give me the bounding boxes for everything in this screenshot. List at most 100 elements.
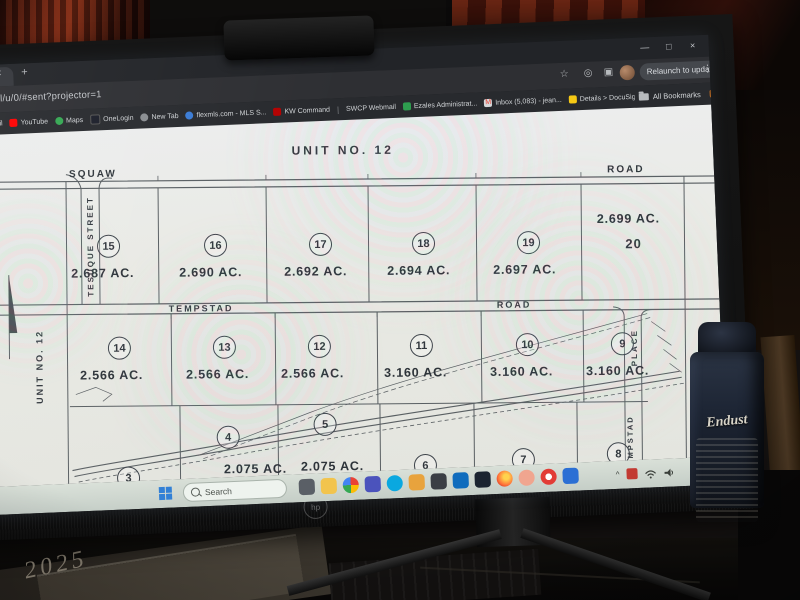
puzzle-icon[interactable]: ▣ [603,66,614,79]
onelogin-icon [89,114,101,125]
lot-number-15: 15 [96,234,121,258]
lot-acreage-17: 2.692 AC. [284,264,348,279]
system-tray: ^ [616,467,675,480]
bookmark-flexmls[interactable]: flexmls.com - MLS S... [185,108,267,120]
taskbar-search[interactable]: Search [182,478,288,503]
skype-icon[interactable] [386,474,404,492]
plat-map: UNIT NO. 12 SQUAW ROAD TEMPSTAD ROAD TES… [0,121,726,488]
bookmark-youtube[interactable]: YouTube [9,117,48,128]
monitor-screen: × + — □ × m/mail/u/0/#sent?projector=1 ☆… [0,34,728,516]
minimize-icon[interactable]: — [640,42,650,53]
lot-acreage-18: 2.694 AC. [387,263,451,278]
map-title: UNIT NO. 12 [291,142,394,158]
opera-icon[interactable] [540,468,557,486]
tray-chevron-icon[interactable]: ^ [615,469,620,479]
start-button[interactable] [158,486,174,502]
road-top-right-label: ROAD [607,164,645,176]
extension-icon[interactable]: ◎ [583,67,593,79]
red-curtain-left [0,0,155,50]
lot-acreage-16: 2.690 AC. [179,265,243,280]
new-tab-icon[interactable]: + [20,66,28,79]
taskbar-app-icon[interactable] [298,478,316,496]
endust-can: Endust [688,322,766,522]
bookmark-new-tab[interactable]: New Tab [140,112,179,122]
edge-icon[interactable] [562,467,579,485]
bookmark-divider: | [336,104,340,114]
bookmark-swcp-webmail[interactable]: SWCP Webmail [345,103,397,113]
lot-number-11: 11 [409,333,434,358]
chrome-icon[interactable] [342,476,360,494]
lot-number-5: 5 [313,412,337,436]
street-tesuque-label: TESUQUE STREET [85,196,96,297]
globe-icon [140,113,149,122]
lot-acreage-20: 2.699 AC. [596,211,660,226]
can-fine-print [696,438,758,522]
bookmark-ezales-admin[interactable]: Ezales Administrat... [402,99,478,111]
contacts-icon[interactable] [518,469,535,487]
lot-number-10: 10 [515,332,540,357]
lot-number-13: 13 [212,335,237,359]
taskbar-apps [298,467,579,496]
flexmls-icon [185,111,194,120]
plat-map-page[interactable]: UNIT NO. 12 SQUAW ROAD TEMPSTAD ROAD TES… [0,104,726,488]
lot-acreage-11: 3.160 AC. [384,365,448,380]
lot-number-18: 18 [411,231,436,256]
bookmark-maps[interactable]: Maps [54,116,83,126]
unit-boundary-label: UNIT NO. 12 [34,329,45,404]
lot-acreage-9: 3.160 AC. [586,363,650,379]
maximize-icon[interactable]: □ [665,41,672,52]
outlook-icon[interactable] [452,472,470,489]
kw-icon [273,107,282,116]
firefox-icon[interactable] [496,470,513,487]
bookmark-inbox[interactable]: M Inbox (5,083) - jean... [484,96,562,108]
ezales-icon [402,102,412,111]
can-body: Endust [690,352,764,522]
bookmark-kw-command[interactable]: KW Command [273,106,330,116]
lot-number-17: 17 [308,232,333,256]
lot-number-20: 20 [625,236,642,252]
lot-acreage-19: 2.697 AC. [493,262,557,277]
profile-avatar[interactable] [619,64,636,81]
road-mid-right-label: ROAD [496,299,532,310]
volume-icon[interactable] [663,467,674,477]
file-explorer-icon[interactable] [320,477,338,495]
lot-acreage-10: 3.160 AC. [490,364,554,379]
webcam-soundbar [223,15,375,61]
lot-number-16: 16 [203,233,228,257]
road-tempstad-label: TEMPSTAD [168,303,234,314]
can-brand-label: Endust [705,412,749,431]
lot-acreage-12: 2.566 AC. [281,366,345,381]
lot-acreage-15: 2.687 AC. [71,266,135,281]
tray-app-icon[interactable] [626,468,638,480]
notepad-icon[interactable] [474,471,492,488]
bookmark-onelogin[interactable]: OneLogin [89,113,134,125]
close-icon[interactable]: × [689,40,696,51]
docusign-icon [568,95,577,104]
all-bookmarks-button[interactable]: All Bookmarks [634,82,706,108]
wifi-icon[interactable] [644,468,656,479]
lot-acreage-cutoff-1: 2.075 AC. [223,461,288,477]
teams-icon[interactable] [364,475,382,493]
gmail-m-icon: M [484,98,493,108]
youtube-icon [9,118,18,128]
active-tab[interactable] [0,66,14,88]
lot-number-14: 14 [107,336,132,360]
url-text[interactable]: m/mail/u/0/#sent?projector=1 [0,89,102,106]
lot-number-19: 19 [516,230,541,255]
lot-number-9: 9 [610,332,635,356]
plat-lines [0,172,725,488]
bookmark-gmail[interactable]: Gmail [0,119,3,128]
folder-app-icon[interactable] [408,473,426,491]
camera-app-icon[interactable] [430,473,448,490]
star-bookmark-icon[interactable]: ☆ [559,68,569,80]
folder-icon [638,92,649,101]
windows-taskbar: Search ^ [0,456,728,516]
maps-pin-icon [54,116,64,126]
search-icon [190,487,201,497]
lot-number-4: 4 [216,425,240,449]
lot-acreage-13: 2.566 AC. [186,367,250,382]
search-label: Search [204,485,233,497]
lot-acreage-14: 2.566 AC. [80,367,144,383]
lot-number-12: 12 [307,334,332,359]
